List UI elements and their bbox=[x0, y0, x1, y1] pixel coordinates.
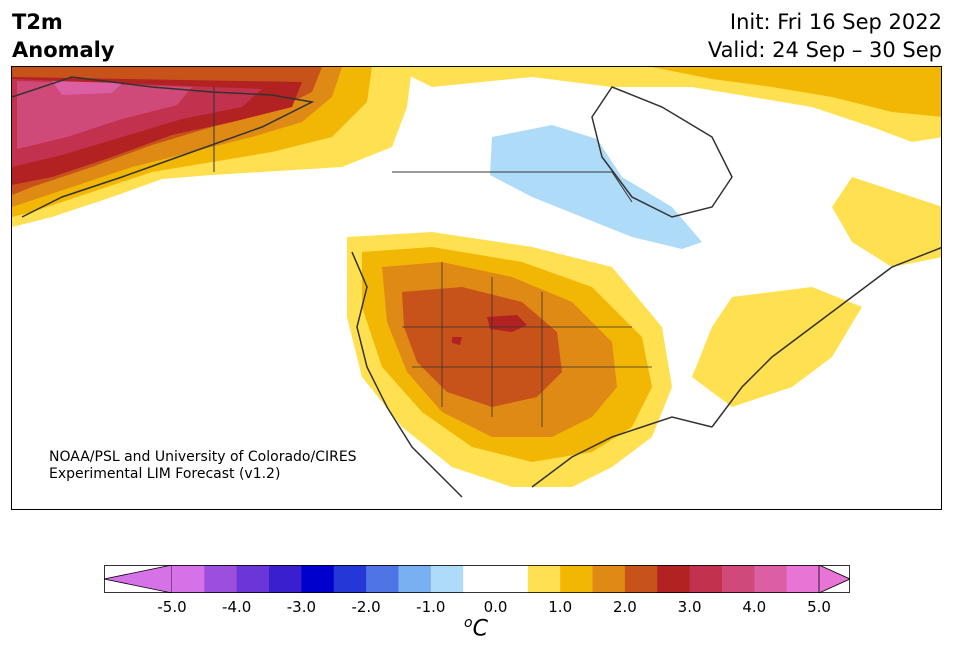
colorbar-cell bbox=[236, 565, 270, 593]
labrador-yellow bbox=[832, 177, 941, 267]
canada-cold bbox=[490, 125, 702, 249]
unit-superscript: o bbox=[464, 615, 473, 631]
colorbar-cell bbox=[333, 565, 367, 593]
alaska-magenta bbox=[17, 81, 192, 149]
credit-line2: Experimental LIM Forecast (v1.2) bbox=[49, 466, 281, 482]
utah-red bbox=[452, 337, 462, 345]
coastline-gulf bbox=[531, 416, 713, 488]
colorbar-over-arrow bbox=[818, 565, 850, 593]
unit-label: oC bbox=[464, 615, 488, 641]
colorbar-cell bbox=[786, 565, 820, 593]
coastline-west bbox=[351, 251, 463, 498]
title-anomaly: Anomaly bbox=[12, 38, 115, 62]
colorbar-under-arrow bbox=[104, 565, 173, 593]
colorado-red bbox=[487, 315, 527, 332]
colorbar-cell bbox=[301, 565, 335, 593]
colorbar-tick-label: -2.0 bbox=[351, 598, 381, 616]
colorbar-cell bbox=[398, 565, 432, 593]
colorbar-cell bbox=[204, 565, 238, 593]
coastline-east bbox=[711, 246, 941, 428]
colorbar bbox=[104, 565, 850, 593]
colorbar-cell bbox=[430, 565, 464, 593]
arctic-gold bbox=[652, 67, 941, 117]
colorbar-tick-label: -3.0 bbox=[286, 598, 317, 616]
us-canada-border bbox=[392, 171, 633, 203]
colorbar-cell bbox=[657, 565, 691, 593]
forecast-dates: Init: Fri 16 Sep 2022 Valid: 24 Sep – 30… bbox=[708, 8, 942, 64]
state-lines bbox=[402, 262, 652, 427]
init-date: Init: Fri 16 Sep 2022 bbox=[729, 10, 942, 34]
colorbar-tick-label: 2.0 bbox=[612, 598, 637, 616]
colorbar-cell bbox=[624, 565, 658, 593]
colorbar-cell bbox=[560, 565, 594, 593]
colorbar-cell bbox=[689, 565, 723, 593]
colorbar-tick-label: -1.0 bbox=[416, 598, 446, 616]
map-svg bbox=[12, 67, 941, 498]
colorbar-tick-label: -5.0 bbox=[157, 598, 187, 616]
colorbar-tick-label: 4.0 bbox=[742, 598, 767, 616]
colorbar-cell bbox=[592, 565, 626, 593]
credit-line1: NOAA/PSL and University of Colorado/CIRE… bbox=[49, 449, 357, 465]
credit: NOAA/PSL and University of Colorado/CIRE… bbox=[49, 449, 357, 483]
colorbar-tick-label: 0.0 bbox=[483, 598, 508, 616]
valid-range: Valid: 24 Sep – 30 Sep bbox=[707, 38, 942, 62]
alaska-pink bbox=[52, 81, 122, 95]
map-title: T2m Anomaly bbox=[12, 8, 115, 64]
colorbar-cells bbox=[104, 565, 850, 593]
colorbar-cell bbox=[495, 565, 529, 593]
unit-symbol: C bbox=[472, 616, 488, 642]
title-variable: T2m bbox=[12, 10, 63, 34]
colorbar-cell bbox=[463, 565, 496, 593]
colorbar-tick-label: -4.0 bbox=[222, 598, 252, 616]
colorbar-cell bbox=[527, 565, 561, 593]
coastline-alaska bbox=[12, 76, 315, 218]
colorbar-cell bbox=[366, 565, 399, 593]
hudson-bay bbox=[591, 86, 733, 218]
colorbar-tick-label: 3.0 bbox=[677, 598, 702, 616]
colorbar-cell bbox=[721, 565, 755, 593]
colorbar-cell bbox=[172, 565, 205, 593]
colorbar-cell bbox=[269, 565, 302, 593]
colorbar-tick-label: 5.0 bbox=[807, 598, 831, 616]
east-coast-yellow bbox=[692, 287, 862, 407]
colorbar-cell bbox=[754, 565, 788, 593]
anomaly-map bbox=[11, 66, 942, 510]
colorbar-outline bbox=[104, 565, 850, 593]
colorbar-tick-label: 1.0 bbox=[548, 598, 573, 616]
